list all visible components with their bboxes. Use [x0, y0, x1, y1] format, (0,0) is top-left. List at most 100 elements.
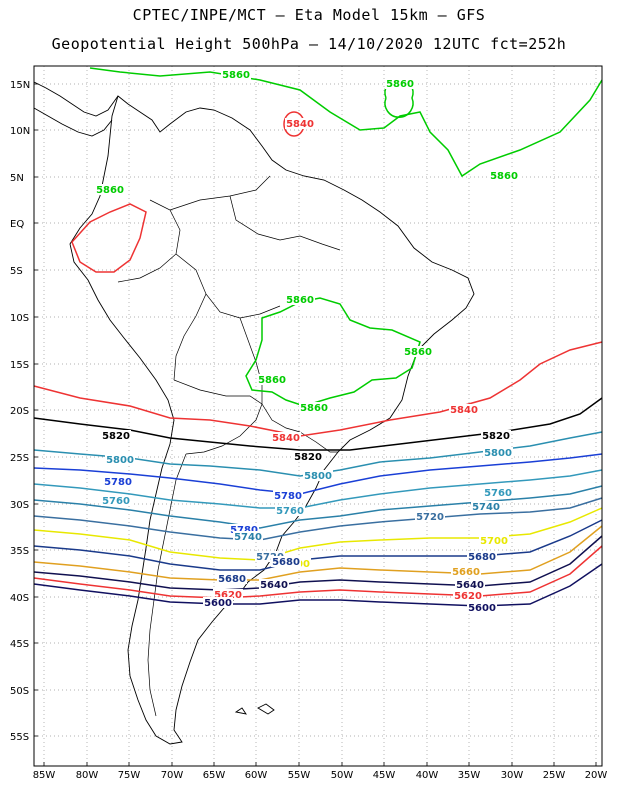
contour-label-bg — [203, 597, 233, 608]
contour-label: 5800 — [484, 448, 512, 459]
latitude-label: 15S — [10, 360, 29, 371]
contour-label-bg — [233, 531, 263, 542]
contour-label: 5860 — [222, 70, 250, 81]
contour-5740 — [33, 485, 603, 529]
contour-label: 5820 — [294, 452, 322, 463]
contour-label-bg — [449, 404, 479, 415]
contour-label: 5860 — [404, 347, 432, 358]
contour-5700 — [33, 507, 603, 561]
contour-label: 5660 — [452, 567, 480, 578]
gridlines — [34, 66, 602, 766]
south-america-coastline — [69, 95, 475, 745]
longitude-label: 60W — [245, 770, 268, 781]
contour-label: 5780 — [104, 477, 132, 488]
longitude-label: 45W — [373, 770, 396, 781]
contour-5620 — [33, 545, 603, 599]
contour-label-bg — [483, 447, 513, 458]
contour-label-bg — [213, 589, 243, 600]
contour-label-bg — [471, 501, 501, 512]
contour-label: 5860 — [386, 79, 414, 90]
contour-label-bg — [103, 476, 133, 487]
contour-5780 — [33, 453, 603, 495]
contour-label: 5680 — [272, 557, 300, 568]
contour-label: 5760 — [484, 488, 512, 499]
contour-label: 5800 — [304, 471, 332, 482]
contour-label-bg — [385, 78, 415, 89]
contour-label-bg — [105, 454, 135, 465]
longitude-label: 65W — [203, 770, 226, 781]
contour-label-bg — [257, 374, 287, 385]
contour-label-bg — [467, 602, 497, 613]
contour-label-bg — [273, 490, 303, 501]
contour-5760 — [33, 469, 603, 509]
contour-5720 — [33, 497, 603, 541]
contour-label-bg — [285, 294, 315, 305]
contour-label-bg — [451, 566, 481, 577]
contour-label-bg — [101, 430, 131, 441]
latitude-label: 20S — [10, 406, 29, 417]
contour-5840 — [71, 203, 147, 273]
latitude-label: 40S — [10, 593, 29, 604]
coastlines-and-borders — [33, 81, 475, 745]
contour-label-bg — [415, 511, 445, 522]
longitude-label: 50W — [331, 770, 354, 781]
country-borders — [117, 175, 341, 717]
longitude-label: 25W — [543, 770, 566, 781]
contour-label-bg — [481, 430, 511, 441]
contour-label-bg — [275, 505, 305, 516]
contour-label-bg — [479, 535, 509, 546]
contour-label-bg — [217, 573, 247, 584]
height-contours — [33, 67, 603, 607]
latitude-label: 15N — [10, 80, 30, 91]
contour-label: 5860 — [490, 171, 518, 182]
contour-label: 5820 — [482, 431, 510, 442]
contour-label-bg — [221, 69, 251, 80]
contour-label: 5780 — [274, 491, 302, 502]
island-trinidad — [234, 703, 275, 715]
contour-label: 5860 — [96, 185, 124, 196]
longitude-label: 55W — [288, 770, 311, 781]
contour-label-bg — [229, 524, 259, 535]
contour-label: 5620 — [214, 590, 242, 601]
longitude-label: 35W — [458, 770, 481, 781]
contour-label: 5640 — [456, 580, 484, 591]
latitude-label: 5S — [10, 266, 23, 277]
contour-label-bg — [95, 184, 125, 195]
contour-label-bg — [285, 118, 315, 129]
contour-5660 — [33, 525, 603, 581]
chart-title-line2: Geopotential Height 500hPa – 14/10/2020 … — [51, 35, 567, 53]
contour-label: 5860 — [286, 295, 314, 306]
contour-label: 5680 — [468, 552, 496, 563]
latitude-label: 45S — [10, 639, 29, 650]
contour-label: 5640 — [260, 580, 288, 591]
longitude-label: 85W — [33, 770, 56, 781]
contour-label: 5860 — [258, 375, 286, 386]
contour-label-bg — [483, 487, 513, 498]
contour-label: 5700 — [480, 536, 508, 547]
contour-label: 5840 — [272, 433, 300, 444]
latitude-label: 50S — [10, 686, 29, 697]
contour-label: 5720 — [256, 552, 284, 563]
latitude-label: EQ — [10, 219, 24, 230]
contour-label: 5720 — [416, 512, 444, 523]
contour-label: 5780 — [230, 525, 258, 536]
contour-label: 5860 — [300, 403, 328, 414]
contour-labels: 5860 5860 5860 5860 5860 5860 5860 5860 5840 5840… — [95, 69, 519, 614]
latitude-label: 55S — [10, 732, 29, 743]
contour-label: 5760 — [276, 506, 304, 517]
map-frame — [33, 65, 603, 767]
contour-5680 — [33, 519, 603, 571]
contour-label: 5820 — [102, 431, 130, 442]
contour-5860 — [89, 67, 603, 178]
longitude-label: 75W — [118, 770, 141, 781]
contour-5640 — [33, 535, 603, 591]
contour-label-bg — [467, 551, 497, 562]
contour-label-bg — [453, 590, 483, 601]
contour-label: 5600 — [468, 603, 496, 614]
contour-label: 5620 — [454, 591, 482, 602]
contour-label: 5740 — [472, 502, 500, 513]
latitude-label: 5N — [10, 173, 24, 184]
longitude-label: 20W — [585, 770, 608, 781]
axis-labels: 15N 10N 5N EQ 5S 10S 15S 20S 25S 30S 35S 40S 45S 50S 5… — [10, 80, 607, 781]
